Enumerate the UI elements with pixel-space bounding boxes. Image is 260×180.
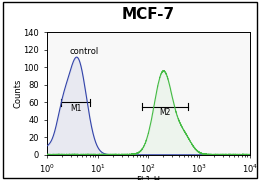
Text: M1: M1 xyxy=(70,104,81,113)
Y-axis label: Counts: Counts xyxy=(13,79,22,108)
Text: M2: M2 xyxy=(159,109,171,118)
Text: MCF-7: MCF-7 xyxy=(122,7,175,22)
X-axis label: FL1-H: FL1-H xyxy=(136,176,160,180)
Text: control: control xyxy=(70,47,99,56)
